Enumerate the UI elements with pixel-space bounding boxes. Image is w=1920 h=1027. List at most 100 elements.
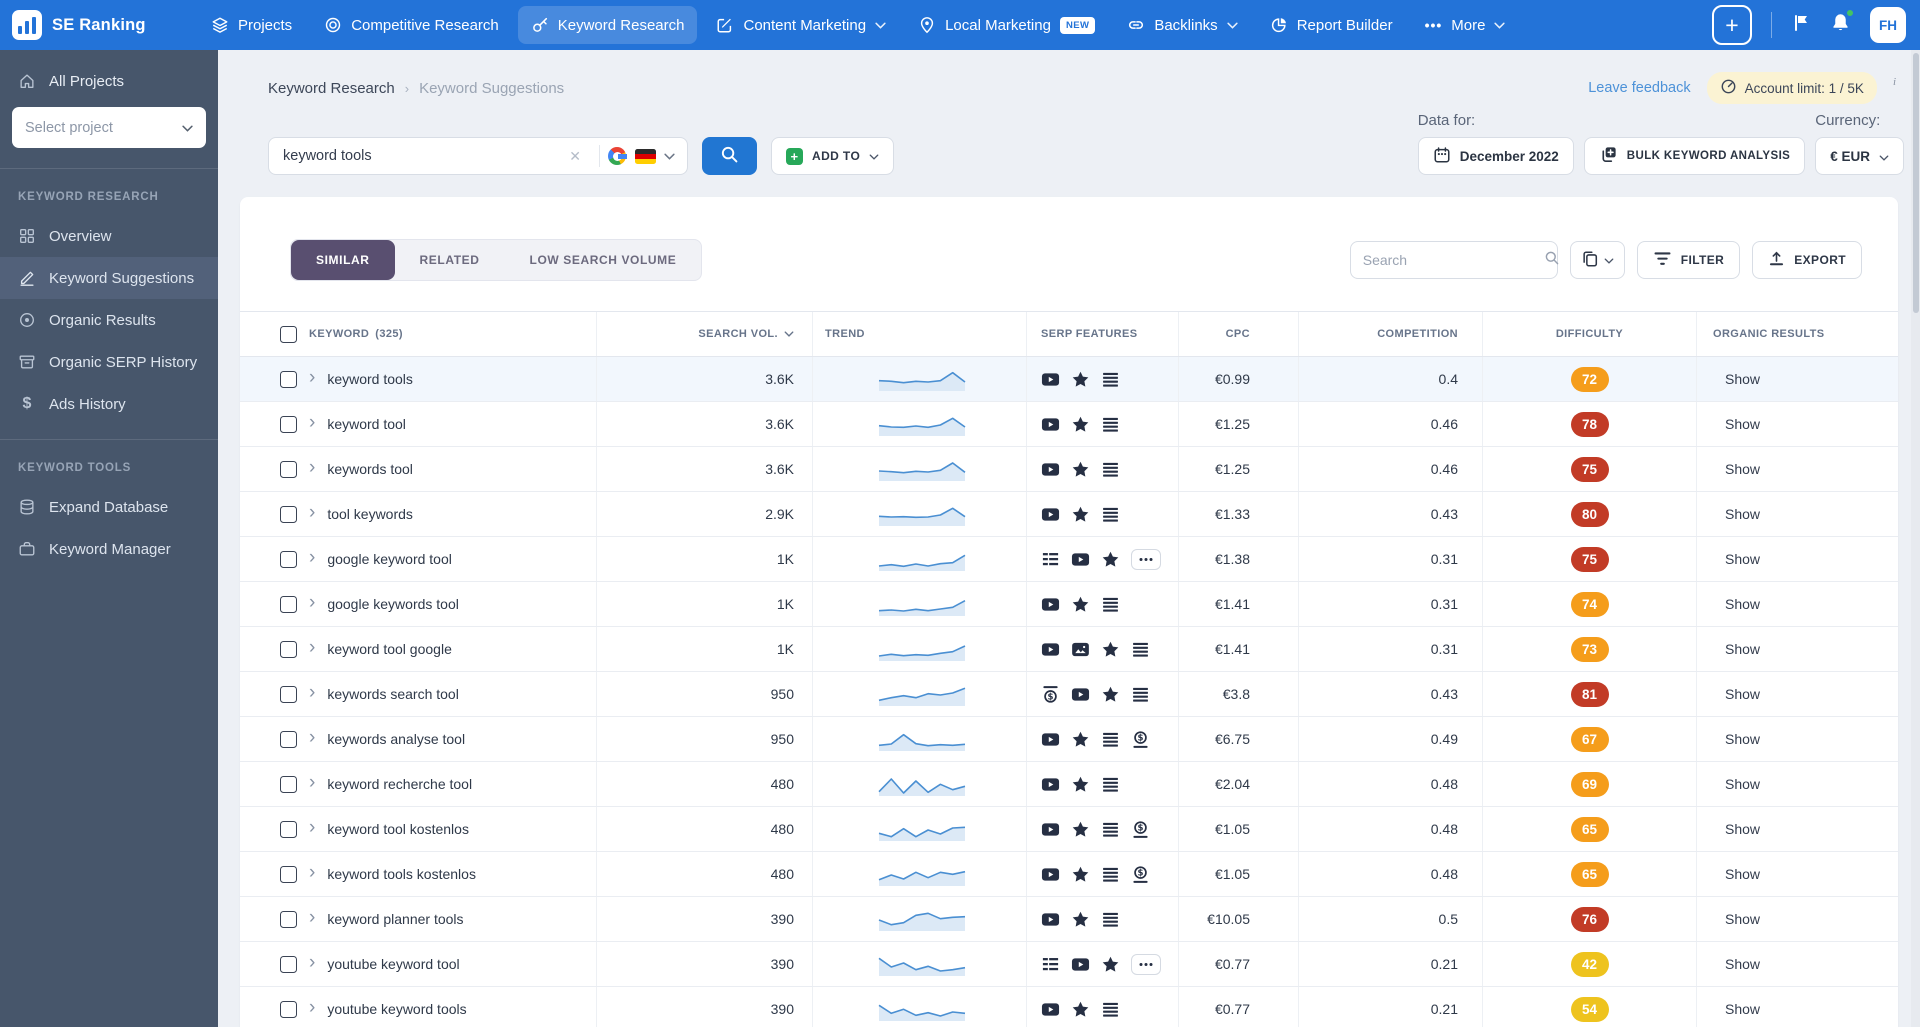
expand-chevron-icon[interactable]: ›: [309, 953, 315, 975]
col-cpc[interactable]: CPC: [1178, 312, 1298, 356]
leave-feedback-link[interactable]: Leave feedback: [1588, 80, 1690, 96]
col-search-volume[interactable]: SEARCH VOL.: [596, 312, 812, 356]
nav-projects[interactable]: Projects: [198, 6, 305, 44]
organic-results-show-link[interactable]: Show: [1725, 911, 1760, 927]
organic-results-show-link[interactable]: Show: [1725, 461, 1760, 477]
currency-select[interactable]: € EUR: [1815, 137, 1904, 175]
organic-results-show-link[interactable]: Show: [1725, 416, 1760, 432]
search-button[interactable]: [702, 137, 757, 175]
date-picker-button[interactable]: December 2022: [1418, 137, 1574, 175]
row-checkbox[interactable]: [280, 1001, 297, 1018]
expand-chevron-icon[interactable]: ›: [309, 863, 315, 885]
row-checkbox[interactable]: [280, 461, 297, 478]
expand-chevron-icon[interactable]: ›: [309, 548, 315, 570]
organic-results-show-link[interactable]: Show: [1725, 686, 1760, 702]
table-row[interactable]: › keyword recherche tool 480 €2.04 0.48 …: [240, 762, 1898, 807]
table-row[interactable]: › keywords tool 3.6K €1.25 0.46 75 Show: [240, 447, 1898, 492]
nav-report-builder[interactable]: Report Builder: [1257, 6, 1406, 44]
select-all-checkbox[interactable]: [280, 326, 297, 343]
table-row[interactable]: › keyword planner tools 390 €10.05 0.5 7…: [240, 897, 1898, 942]
table-row[interactable]: › keyword tool 3.6K €1.25 0.46 78 Show: [240, 402, 1898, 447]
table-row[interactable]: › tool keywords 2.9K €1.33 0.43 80 Show: [240, 492, 1898, 537]
tab-low-search-volume[interactable]: LOW SEARCH VOLUME: [505, 240, 702, 280]
nav-backlinks[interactable]: Backlinks: [1114, 6, 1250, 44]
row-checkbox[interactable]: [280, 416, 297, 433]
table-row[interactable]: › youtube keyword tools 390 €0.77 0.21 5…: [240, 987, 1898, 1027]
expand-chevron-icon[interactable]: ›: [309, 908, 315, 930]
region-chevron-down-icon[interactable]: [664, 147, 675, 165]
organic-results-show-link[interactable]: Show: [1725, 1001, 1760, 1017]
table-row[interactable]: › keywords search tool 950 $ €3.8 0.43 8…: [240, 672, 1898, 717]
filter-button[interactable]: FILTER: [1637, 241, 1741, 279]
tab-related[interactable]: RELATED: [395, 240, 505, 280]
organic-results-show-link[interactable]: Show: [1725, 821, 1760, 837]
export-button[interactable]: EXPORT: [1752, 241, 1862, 279]
nav-keyword-research[interactable]: Keyword Research: [518, 6, 698, 44]
expand-chevron-icon[interactable]: ›: [309, 728, 315, 750]
keyword-input[interactable]: [283, 148, 559, 164]
bulk-keyword-analysis-button[interactable]: BULK KEYWORD ANALYSIS: [1584, 137, 1805, 175]
add-to-button[interactable]: + ADD TO: [771, 137, 894, 175]
organic-results-show-link[interactable]: Show: [1725, 641, 1760, 657]
notifications-bell-icon[interactable]: [1830, 12, 1851, 38]
table-row[interactable]: › google keywords tool 1K €1.41 0.31 74 …: [240, 582, 1898, 627]
col-difficulty[interactable]: DIFFICULTY: [1482, 312, 1696, 356]
expand-chevron-icon[interactable]: ›: [309, 593, 315, 615]
organic-results-show-link[interactable]: Show: [1725, 866, 1760, 882]
breadcrumb-keyword-research[interactable]: Keyword Research: [268, 80, 395, 97]
table-row[interactable]: › google keyword tool 1K €1.38 0.31 75 S…: [240, 537, 1898, 582]
organic-results-show-link[interactable]: Show: [1725, 776, 1760, 792]
expand-chevron-icon[interactable]: ›: [309, 818, 315, 840]
row-checkbox[interactable]: [280, 551, 297, 568]
more-icon[interactable]: [1131, 954, 1161, 975]
expand-chevron-icon[interactable]: ›: [309, 503, 315, 525]
organic-results-show-link[interactable]: Show: [1725, 506, 1760, 522]
add-button[interactable]: +: [1712, 5, 1752, 45]
brand[interactable]: SE Ranking: [12, 10, 198, 40]
table-row[interactable]: › youtube keyword tool 390 €0.77 0.21 42…: [240, 942, 1898, 987]
project-select[interactable]: Select project: [12, 107, 206, 148]
sidebar-item-all-projects[interactable]: All Projects: [0, 62, 218, 100]
table-row[interactable]: › keyword tool kostenlos 480 $ €1.05 0.4…: [240, 807, 1898, 852]
more-icon[interactable]: [1131, 549, 1161, 570]
row-checkbox[interactable]: [280, 866, 297, 883]
expand-chevron-icon[interactable]: ›: [309, 638, 315, 660]
table-search-input[interactable]: [1363, 252, 1544, 268]
col-competition[interactable]: COMPETITION: [1298, 312, 1482, 356]
table-row[interactable]: › keyword tools 3.6K €0.99 0.4 72 Show: [240, 357, 1898, 402]
sidebar-item-expand-database[interactable]: Expand Database: [0, 486, 218, 528]
expand-chevron-icon[interactable]: ›: [309, 368, 315, 390]
expand-chevron-icon[interactable]: ›: [309, 458, 315, 480]
page-scrollbar[interactable]: [1911, 50, 1920, 1027]
avatar[interactable]: FH: [1870, 7, 1906, 43]
sidebar-item-organic-results[interactable]: Organic Results: [0, 299, 218, 341]
row-checkbox[interactable]: [280, 596, 297, 613]
organic-results-show-link[interactable]: Show: [1725, 551, 1760, 567]
row-checkbox[interactable]: [280, 776, 297, 793]
sidebar-item-organic-serp-history[interactable]: Organic SERP History: [0, 341, 218, 383]
expand-chevron-icon[interactable]: ›: [309, 413, 315, 435]
row-checkbox[interactable]: [280, 371, 297, 388]
row-checkbox[interactable]: [280, 911, 297, 928]
sidebar-item-overview[interactable]: Overview: [0, 215, 218, 257]
sidebar-item-keyword-manager[interactable]: Keyword Manager: [0, 528, 218, 570]
tab-similar[interactable]: SIMILAR: [291, 240, 395, 280]
nav-more[interactable]: ••• More: [1412, 7, 1519, 44]
organic-results-show-link[interactable]: Show: [1725, 731, 1760, 747]
organic-results-show-link[interactable]: Show: [1725, 371, 1760, 387]
sidebar-item-ads-history[interactable]: $ Ads History: [0, 383, 218, 425]
table-row[interactable]: › keywords analyse tool 950 $ €6.75 0.49…: [240, 717, 1898, 762]
expand-chevron-icon[interactable]: ›: [309, 773, 315, 795]
row-checkbox[interactable]: [280, 641, 297, 658]
row-checkbox[interactable]: [280, 731, 297, 748]
organic-results-show-link[interactable]: Show: [1725, 596, 1760, 612]
clear-input-icon[interactable]: ✕: [559, 148, 591, 165]
row-checkbox[interactable]: [280, 821, 297, 838]
row-checkbox[interactable]: [280, 686, 297, 703]
col-keyword[interactable]: KEYWORD: [309, 328, 369, 340]
table-row[interactable]: › keyword tool google 1K €1.41 0.31 73 S…: [240, 627, 1898, 672]
flag-icon[interactable]: [1791, 13, 1811, 38]
row-checkbox[interactable]: [280, 506, 297, 523]
scrollbar-thumb[interactable]: [1913, 53, 1919, 313]
nav-content-marketing[interactable]: Content Marketing: [703, 6, 899, 44]
